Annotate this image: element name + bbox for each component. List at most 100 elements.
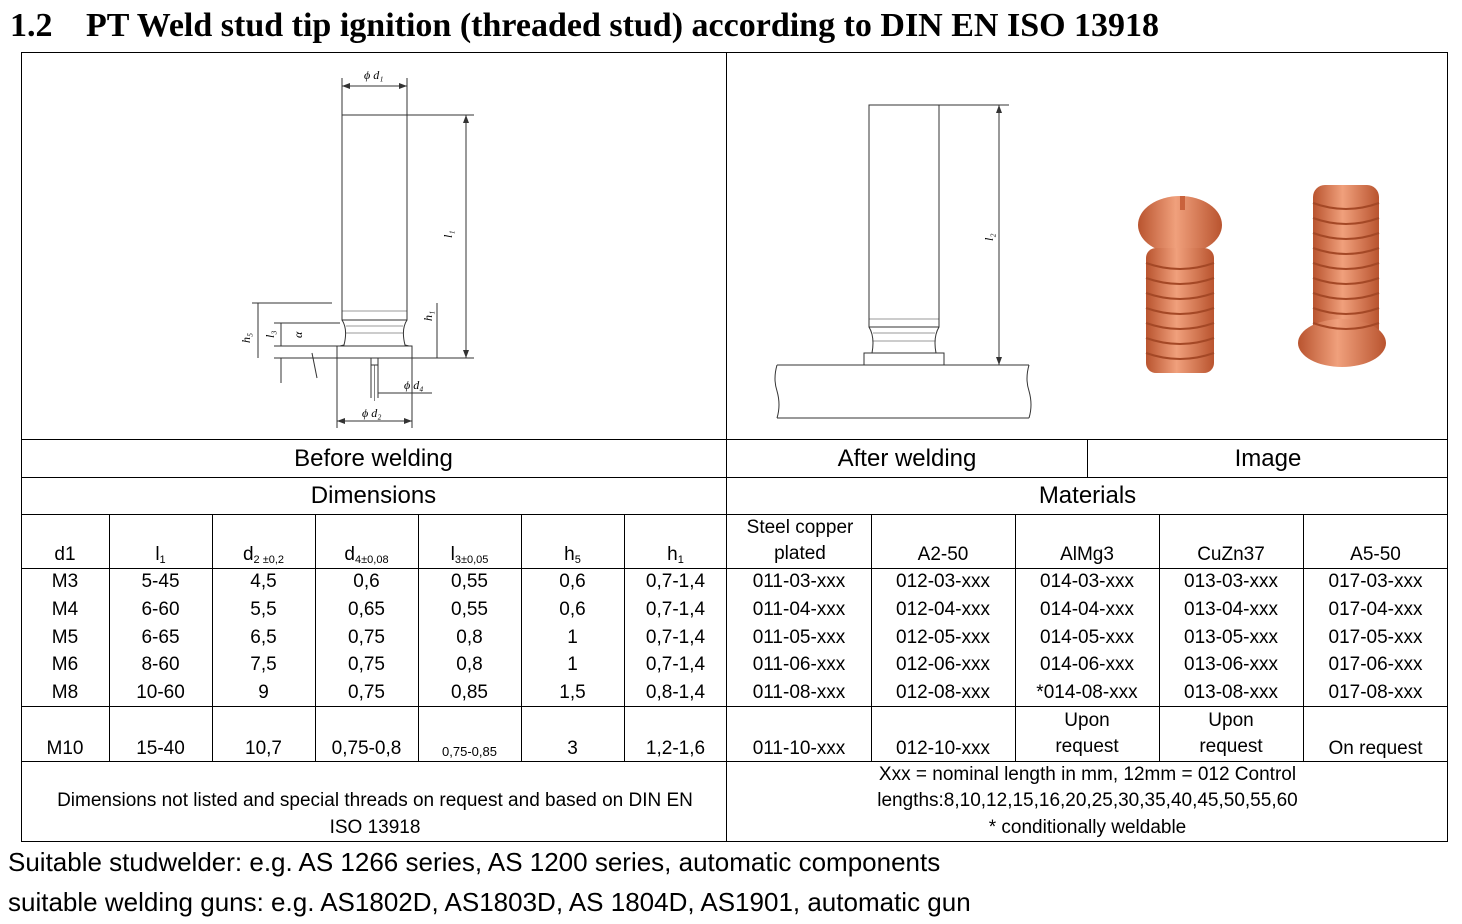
label-d4: ϕ d₄ (404, 378, 423, 392)
table-cell-l1: 6-65 (141, 627, 180, 648)
table-cell-almg: 014-06-xxx (1040, 654, 1134, 675)
table-cell-d4: 0,65 (348, 599, 385, 620)
table-cell-h1: 0,8-1,4 (645, 682, 706, 703)
dimensions-note: Dimensions not listed and special thread… (57, 790, 693, 838)
table-cell-h1: 0,7-1,4 (645, 654, 706, 675)
table-cell-l1: 6-60 (141, 599, 180, 620)
table-cell-h1: 0,7-1,4 (645, 627, 706, 648)
table-cell-l3: 0,55 (451, 571, 488, 592)
table-cell-l3: 0,8 (456, 627, 483, 648)
col-header-d1: d1 (54, 544, 76, 565)
label-d1: ϕ d₁ (364, 68, 383, 82)
col-header-l3: l3±0,05 (450, 544, 489, 566)
table-cell-d4: 0,6 (353, 571, 380, 592)
materials-note-1: Xxx = nominal length in mm, 12mm = 012 C… (878, 764, 1297, 785)
table-cell-almg: *014-08-xxx (1036, 682, 1138, 703)
table-cell-d2: 6,5 (250, 627, 277, 648)
materials-label: Materials (1038, 482, 1137, 509)
table-cell-a5: 017-06-xxx (1328, 654, 1423, 675)
table-cell-cuzn: Upon request (1199, 710, 1263, 757)
table-cell-a5: 017-03-xxx (1328, 571, 1423, 592)
label-l3: l₃ (263, 330, 277, 338)
table-cell-steel: 011-03-xxx (752, 571, 846, 592)
spec-table-frame (21, 52, 1448, 842)
table-cell-d1: M10 (46, 738, 84, 759)
table-cell-h5: 1 (567, 654, 578, 675)
table-cell-a2: 012-06-xxx (896, 654, 990, 675)
table-cell-a2: 012-04-xxx (896, 599, 990, 620)
table-cell-h5: 3 (567, 738, 578, 759)
table-cell-a5: On request (1328, 738, 1423, 759)
table-cell-almg: Upon request (1055, 710, 1119, 757)
table-cell-l1: 5-45 (141, 571, 180, 592)
section-title: PT Weld stud tip ignition (threaded stud… (86, 7, 1160, 44)
table-cell-a2: 012-08-xxx (896, 682, 990, 703)
table-cell-steel: 011-10-xxx (752, 738, 846, 759)
before-welding-drawing: ϕ d₁ l₁ h₁ h₅ l₃ α ϕ d₄ ϕ d₂ (239, 68, 474, 428)
table-cell-d2: 7,5 (250, 654, 277, 675)
table-cell-d1: M3 (51, 571, 79, 592)
label-h1: h₁ (421, 311, 435, 321)
dimensions-label: Dimensions (310, 482, 437, 509)
table-cell-cuzn: 013-03-xxx (1184, 571, 1278, 592)
table-cell-d2: 4,5 (250, 571, 277, 592)
table-cell-d1: M5 (51, 627, 79, 648)
table-cell-d1: M8 (51, 682, 79, 703)
col-header-almg: AlMg3 (1060, 544, 1114, 565)
table-cell-d4: 0,75 (348, 682, 385, 703)
col-header-a5: A5-50 (1350, 544, 1401, 565)
table-cell-h1: 0,7-1,4 (645, 599, 706, 620)
table-cell-h1: 1,2-1,6 (645, 738, 706, 759)
table-cell-cuzn: 013-08-xxx (1184, 682, 1278, 703)
table-cell-d1: M4 (51, 599, 79, 620)
table-cell-cuzn: 013-05-xxx (1184, 627, 1278, 648)
table-cell-d2: 9 (258, 682, 269, 703)
col-header-h1: h1 (667, 544, 684, 566)
table-cell-d2: 10,7 (245, 738, 282, 759)
stud-image-right (1298, 185, 1386, 367)
col-header-l1: l1 (155, 544, 166, 566)
table-cell-h5: 0,6 (559, 599, 586, 620)
label-alpha: α (291, 331, 305, 338)
table-cell-a2: 012-03-xxx (896, 571, 990, 592)
col-header-d2: d2 ±0,2 (242, 544, 285, 566)
table-cell-steel: 011-08-xxx (752, 682, 846, 703)
table-cell-steel: 011-05-xxx (752, 627, 846, 648)
after-welding-label: After welding (837, 445, 977, 472)
col-header-a2: A2-50 (917, 544, 969, 565)
label-l1: l₁ (441, 230, 455, 238)
table-cell-l3: 0,55 (451, 599, 488, 620)
table-cell-cuzn: 013-06-xxx (1184, 654, 1278, 675)
col-header-cuzn: CuZn37 (1197, 544, 1265, 565)
table-cell-l1: 10-60 (136, 682, 185, 703)
table-cell-almg: 014-05-xxx (1040, 627, 1134, 648)
table-cell-d4: 0,75 (348, 627, 385, 648)
table-cell-h5: 1,5 (559, 682, 586, 703)
materials-note-3: * conditionally weldable (988, 817, 1187, 838)
table-cell-almg: 014-03-xxx (1040, 571, 1134, 592)
table-cell-h1: 0,7-1,4 (645, 571, 706, 592)
table-cell-l3: 0,75-0,85 (442, 744, 497, 759)
table-cell-a5: 017-04-xxx (1328, 599, 1423, 620)
studwelder-line: Suitable studwelder: e.g. AS 1266 series… (8, 847, 941, 877)
stud-photo (1138, 185, 1386, 373)
col-header-steel: Steel copper plated (746, 517, 854, 564)
table-cell-a2: 012-05-xxx (896, 627, 990, 648)
image-label: Image (1234, 445, 1302, 472)
col-header-d4: d4±0,08 (344, 544, 389, 566)
table-cell-cuzn: 013-04-xxx (1184, 599, 1278, 620)
table-cell-a5: 017-05-xxx (1328, 627, 1423, 648)
col-header-h5: h5 (564, 544, 581, 566)
table-cell-d4: 0,75 (348, 654, 385, 675)
table-cell-a5: 017-08-xxx (1328, 682, 1423, 703)
section-number: 1.2 (10, 7, 53, 44)
stud-image-left (1138, 196, 1222, 373)
table-cell-steel: 011-06-xxx (752, 654, 846, 675)
table-cell-h5: 0,6 (559, 571, 586, 592)
materials-note-2: lengths:8,10,12,15,16,20,25,30,35,40,45,… (877, 790, 1298, 811)
table-cell-d4: 0,75-0,8 (331, 738, 402, 759)
before-welding-label: Before welding (294, 445, 453, 472)
table-cell-l1: 15-40 (136, 738, 185, 759)
label-l2: l₂ (982, 233, 996, 241)
table-cell-d2: 5,5 (250, 599, 277, 620)
